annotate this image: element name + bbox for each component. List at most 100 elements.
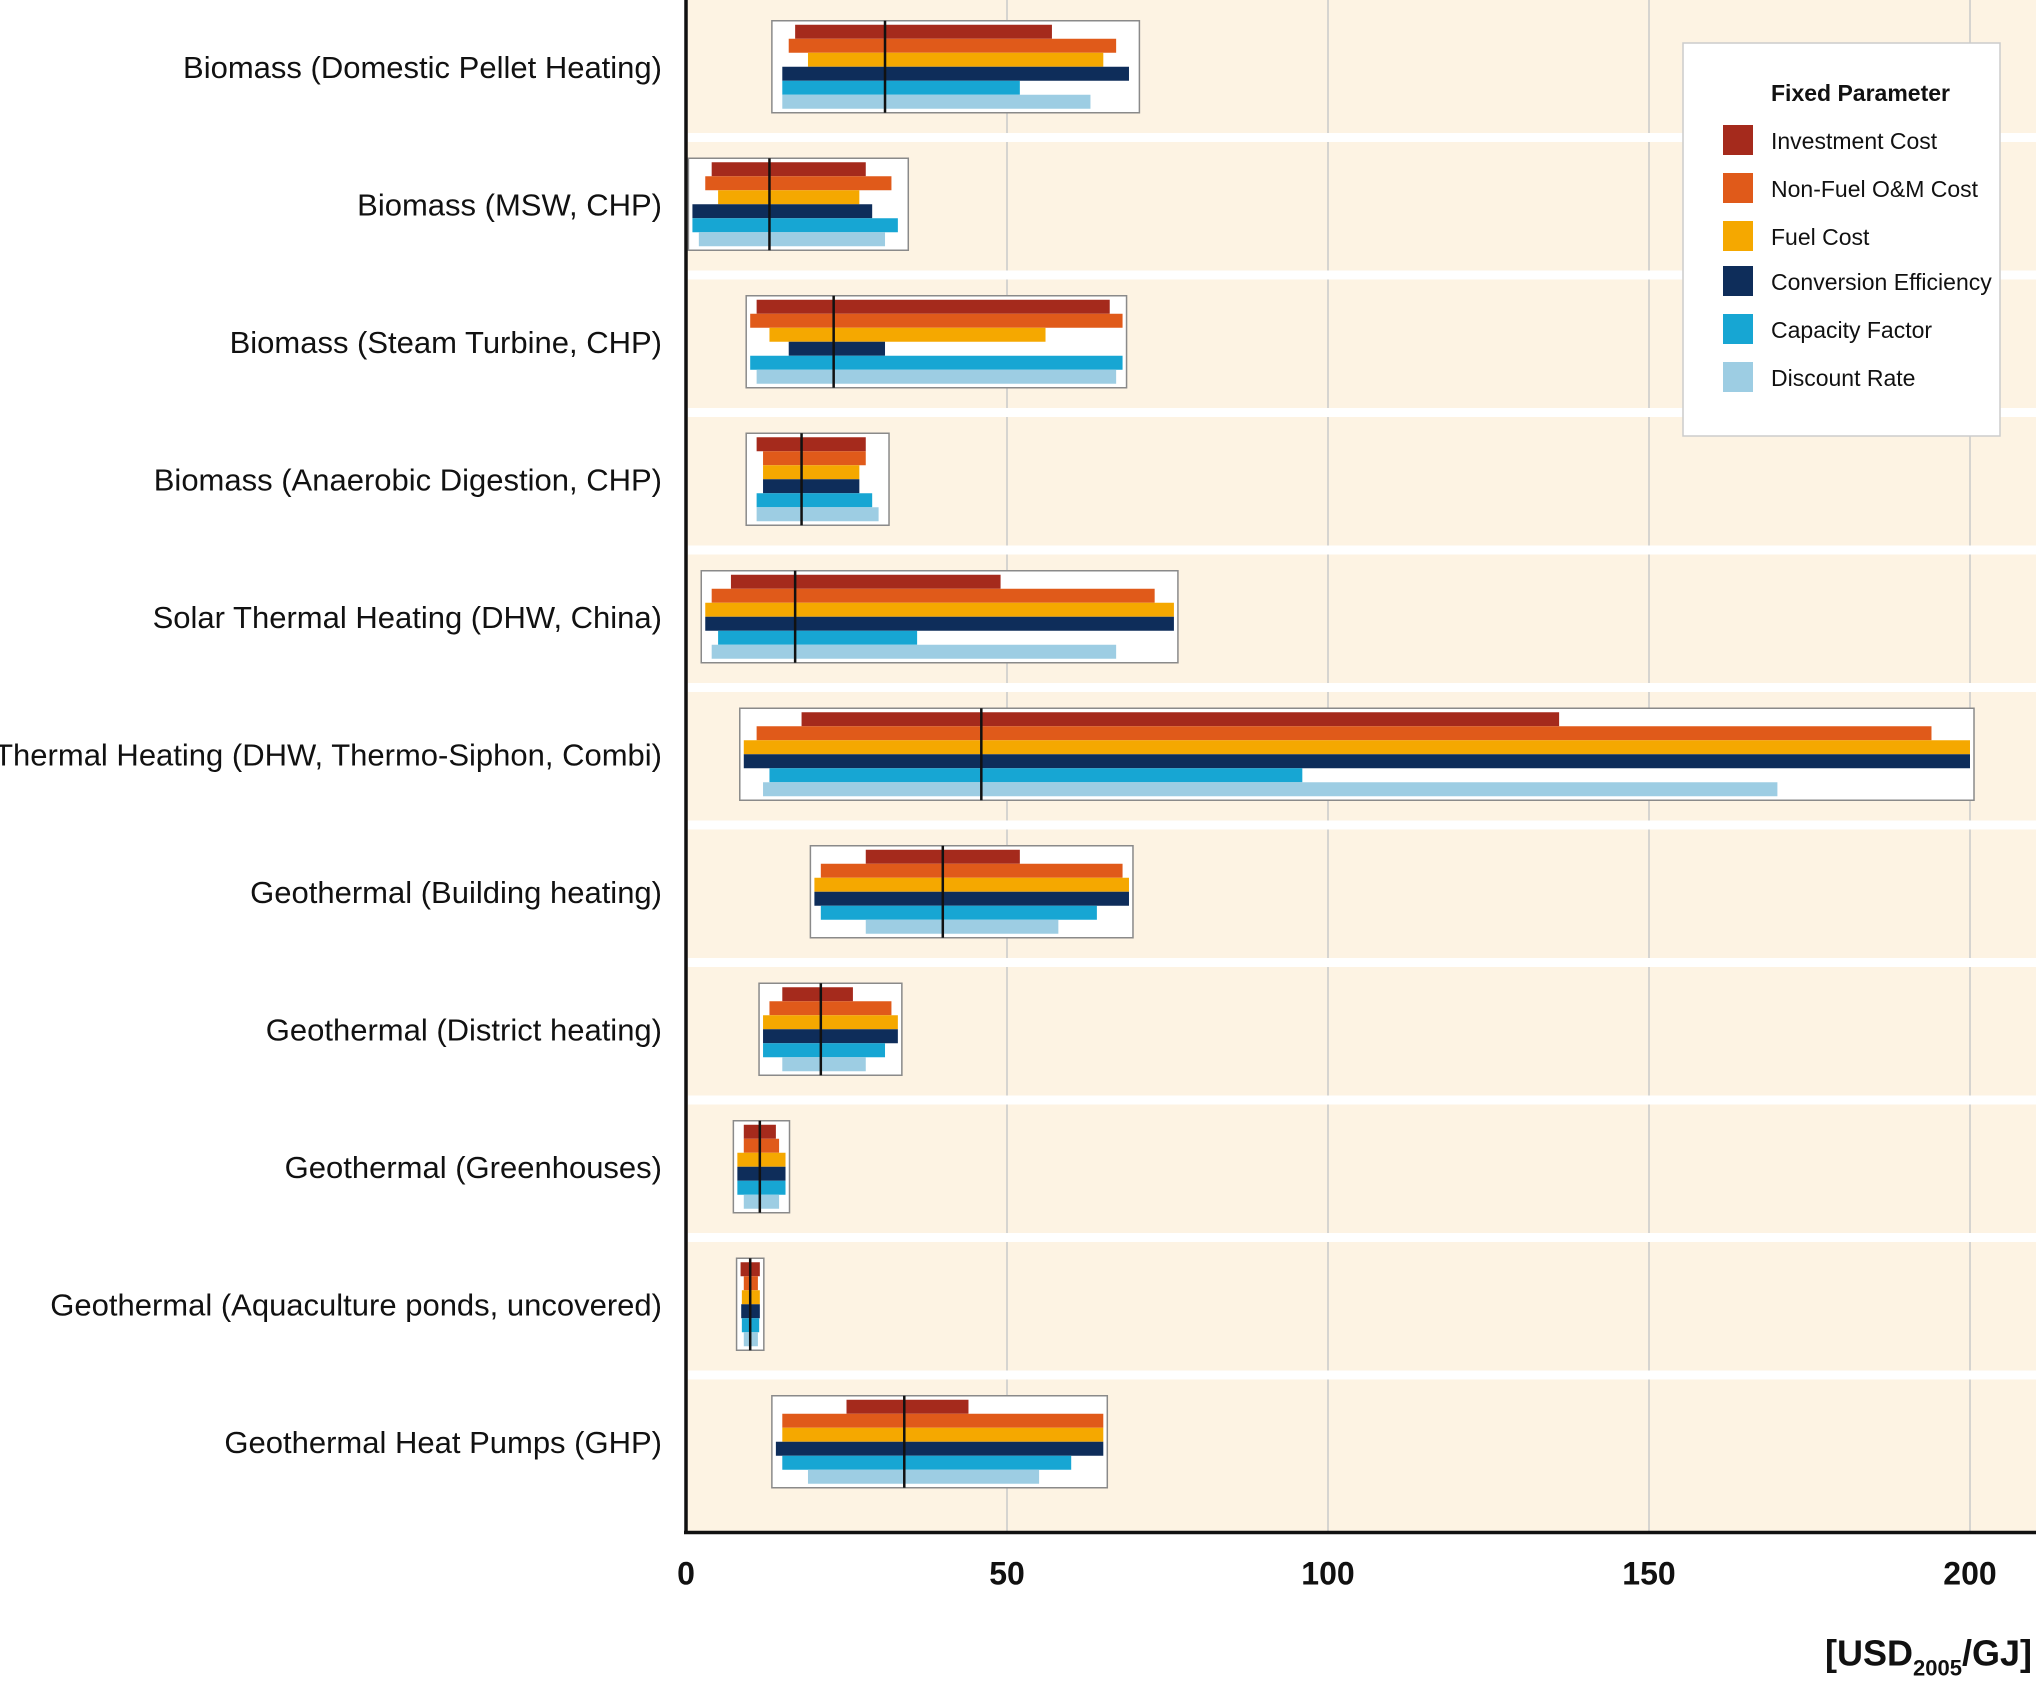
bar-capacity-factor xyxy=(782,80,1020,95)
row-separator xyxy=(688,270,2038,280)
axes xyxy=(684,0,2036,1535)
bar-non-fuel-o-m-cost xyxy=(705,176,892,191)
bar-discount-rate xyxy=(763,782,1778,797)
bar-capacity-factor xyxy=(692,218,898,233)
bar-capacity-factor xyxy=(763,1043,886,1058)
bar-capacity-factor xyxy=(820,905,1097,920)
bar-conversion-efficiency xyxy=(763,1029,898,1044)
bar-non-fuel-o-m-cost xyxy=(750,313,1123,328)
legend-label: Investment Cost xyxy=(1771,128,1938,154)
category-group xyxy=(745,432,890,526)
bar-fuel-cost xyxy=(705,602,1174,617)
bar-non-fuel-o-m-cost xyxy=(769,1001,892,1016)
bar-non-fuel-o-m-cost xyxy=(820,863,1123,878)
x-tick-label: 100 xyxy=(1301,1556,1354,1592)
bar-non-fuel-o-m-cost xyxy=(711,588,1155,603)
bar-non-fuel-o-m-cost xyxy=(756,726,1932,741)
category-labels: Biomass (Domestic Pellet Heating) Biomass… xyxy=(0,50,662,1460)
category-label: Geothermal (Building heating) xyxy=(250,875,662,910)
row-separator xyxy=(688,133,2038,142)
bar-conversion-efficiency xyxy=(737,1166,786,1181)
legend-swatch xyxy=(1723,266,1753,296)
row-separator xyxy=(688,545,2038,555)
gridlines xyxy=(688,0,2038,1533)
category-group xyxy=(745,295,1128,389)
x-tick-label: 200 xyxy=(1943,1556,1996,1592)
bar-fuel-cost xyxy=(763,465,860,480)
bar-fuel-cost xyxy=(743,740,1970,755)
bar-conversion-efficiency xyxy=(763,479,860,494)
bar-non-fuel-o-m-cost xyxy=(782,1413,1104,1428)
row-separator xyxy=(688,1233,2038,1242)
bar-discount-rate xyxy=(807,1469,1040,1484)
bar-discount-rate xyxy=(711,644,1117,659)
bar-investment-cost xyxy=(846,1399,969,1414)
bar-discount-rate xyxy=(865,919,1059,934)
x-tick-labels: 0 50 100 150 200 xyxy=(677,1556,1997,1592)
bar-capacity-factor xyxy=(718,630,918,645)
bar-capacity-factor xyxy=(782,1455,1072,1470)
category-label: Solar Thermal Heating (DHW, China) xyxy=(153,600,662,635)
category-bands xyxy=(687,20,1975,1489)
bar-discount-rate xyxy=(782,94,1091,109)
category-group xyxy=(687,157,910,251)
legend-label: Non-Fuel O&M Cost xyxy=(1771,176,1979,202)
legend-label: Conversion Efficiency xyxy=(1771,269,1992,295)
legend-swatch xyxy=(1723,125,1753,155)
bar-conversion-efficiency xyxy=(775,1441,1104,1456)
legend-swatch xyxy=(1723,173,1753,203)
bar-fuel-cost xyxy=(814,877,1129,892)
category-label: Biomass (Domestic Pellet Heating) xyxy=(183,50,662,85)
category-group xyxy=(809,845,1134,939)
category-label: Solar Thermal Heating (DHW, Thermo-Sipho… xyxy=(0,737,662,772)
row-separator xyxy=(688,408,2038,417)
category-label: Geothermal (Greenhouses) xyxy=(285,1150,662,1185)
legend-label: Discount Rate xyxy=(1771,365,1915,391)
category-group xyxy=(771,1395,1109,1489)
legend-swatch xyxy=(1723,362,1753,392)
bar-conversion-efficiency xyxy=(788,341,886,356)
bar-investment-cost xyxy=(730,574,1001,589)
category-label: Biomass (Anaerobic Digestion, CHP) xyxy=(154,462,662,497)
category-group xyxy=(758,982,903,1076)
x-tick-label: 0 xyxy=(677,1556,695,1592)
legend-label: Capacity Factor xyxy=(1771,317,1932,343)
bar-capacity-factor xyxy=(769,768,1303,783)
bar-fuel-cost xyxy=(737,1152,786,1167)
bar-non-fuel-o-m-cost xyxy=(743,1138,780,1153)
bar-conversion-efficiency xyxy=(743,754,1970,769)
legend-swatch xyxy=(1723,314,1753,344)
row-separator xyxy=(688,1370,2038,1380)
bar-capacity-factor xyxy=(737,1180,786,1195)
bar-non-fuel-o-m-cost xyxy=(788,38,1117,53)
category-group xyxy=(700,570,1179,664)
row-separator xyxy=(688,683,2038,692)
category-group xyxy=(771,20,1141,114)
legend-title: Fixed Parameter xyxy=(1771,80,1950,106)
bar-conversion-efficiency xyxy=(705,616,1174,631)
category-label: Geothermal (Aquaculture ponds, uncovered… xyxy=(50,1287,662,1322)
category-label: Geothermal Heat Pumps (GHP) xyxy=(224,1425,662,1460)
category-label: Biomass (MSW, CHP) xyxy=(357,187,662,222)
legend-label: Fuel Cost xyxy=(1771,224,1870,250)
category-group xyxy=(735,1257,765,1351)
bar-fuel-cost xyxy=(769,327,1046,342)
row-separator xyxy=(688,958,2038,967)
bar-investment-cost xyxy=(756,437,866,452)
category-label: Biomass (Steam Turbine, CHP) xyxy=(230,325,662,360)
bar-fuel-cost xyxy=(782,1427,1104,1442)
bar-conversion-efficiency xyxy=(814,891,1129,906)
bar-investment-cost xyxy=(795,24,1052,39)
bar-capacity-factor xyxy=(756,493,873,508)
bar-discount-rate xyxy=(756,507,879,522)
x-tick-label: 150 xyxy=(1622,1556,1675,1592)
bar-capacity-factor xyxy=(750,355,1123,370)
bar-investment-cost xyxy=(756,299,1110,314)
bar-fuel-cost xyxy=(718,190,860,205)
bar-fuel-cost xyxy=(807,52,1104,67)
row-separator xyxy=(688,820,2038,830)
bar-conversion-efficiency xyxy=(782,66,1129,81)
bar-discount-rate xyxy=(698,232,886,247)
legend: Fixed Parameter Investment Cost Non-Fuel … xyxy=(1682,42,2001,437)
